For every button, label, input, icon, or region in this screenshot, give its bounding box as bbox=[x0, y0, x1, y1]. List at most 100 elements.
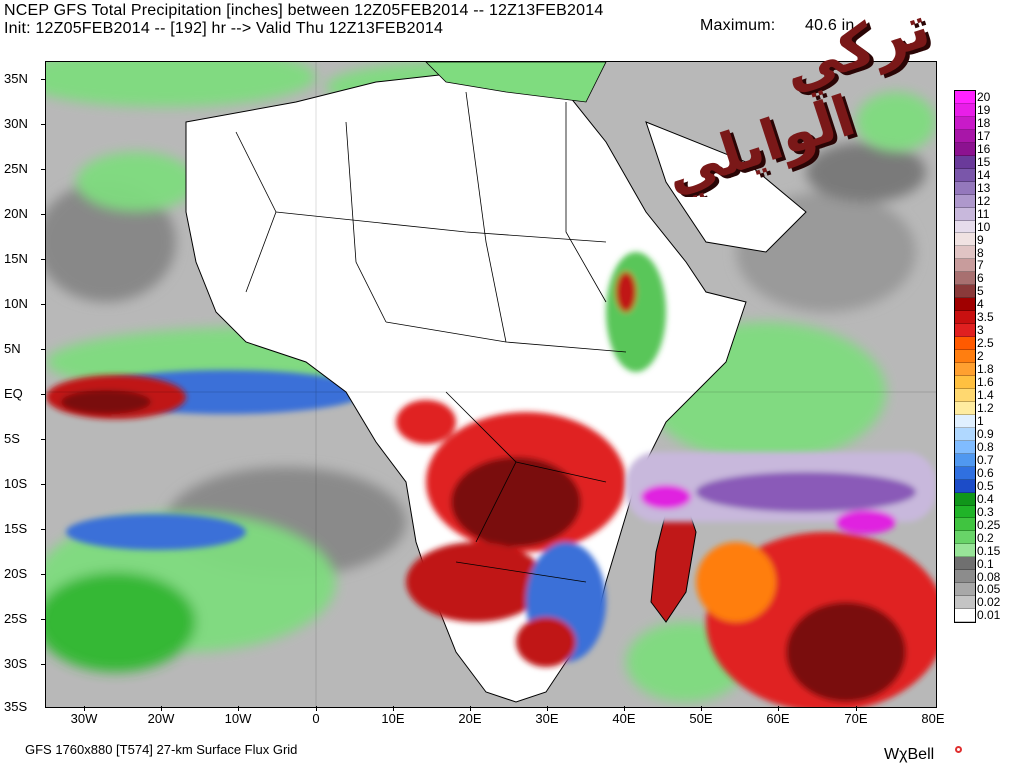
legend-label: 0.2 bbox=[977, 530, 994, 545]
legend-swatch bbox=[955, 103, 975, 117]
legend-label: 18 bbox=[977, 115, 991, 130]
lon-tick bbox=[547, 706, 548, 711]
arabic-name-watermark: تركي تركي الوايلي الوايلي bbox=[660, 2, 942, 197]
legend-label: 0.4 bbox=[977, 491, 994, 506]
legend-label: 0.5 bbox=[977, 478, 994, 493]
legend-swatch bbox=[955, 557, 975, 571]
legend-label: 2.5 bbox=[977, 336, 994, 351]
lat-tick bbox=[41, 79, 46, 80]
precipitation-map bbox=[45, 61, 937, 708]
legend-swatch bbox=[955, 544, 975, 558]
legend-swatch bbox=[955, 311, 975, 325]
lon-tick bbox=[84, 706, 85, 711]
lat-label-5n: 5N bbox=[4, 341, 21, 356]
lon-label-40e: 40E bbox=[612, 711, 636, 726]
legend-label: 16 bbox=[977, 141, 991, 156]
legend-swatch bbox=[955, 350, 975, 364]
legend-swatch bbox=[955, 324, 975, 338]
legend-swatch bbox=[955, 505, 975, 519]
legend-swatch bbox=[955, 337, 975, 351]
legend-swatch bbox=[955, 155, 975, 169]
legend-swatch bbox=[955, 168, 975, 182]
lon-label-80e: 80E bbox=[921, 711, 945, 726]
legend-label: 0.05 bbox=[977, 582, 1001, 597]
legend-swatch bbox=[955, 609, 975, 623]
lat-tick bbox=[41, 169, 46, 170]
legend-label: 1 bbox=[977, 414, 984, 428]
legend-swatch bbox=[955, 246, 975, 260]
legend-label: 0.01 bbox=[977, 608, 1001, 623]
legend-swatch bbox=[955, 531, 975, 545]
legend-swatch bbox=[955, 453, 975, 467]
lat-label-15n: 15N bbox=[4, 251, 28, 266]
lon-label-10e: 10E bbox=[381, 711, 405, 726]
legend-swatch bbox=[955, 518, 975, 532]
legend-swatch bbox=[955, 401, 975, 415]
legend-label: 3.5 bbox=[977, 310, 994, 325]
legend-label: 0.3 bbox=[977, 504, 994, 519]
lat-label-25s: 25S bbox=[4, 611, 28, 626]
legend-swatch bbox=[955, 570, 975, 584]
legend-label: 9 bbox=[977, 232, 984, 247]
lat-label-5s: 5S bbox=[4, 431, 20, 446]
init-valid-line: Init: 12Z05FEB2014 -- [192] hr --> Valid… bbox=[4, 20, 444, 37]
lon-label-60e: 60E bbox=[766, 711, 790, 726]
legend-label: 3 bbox=[977, 323, 984, 338]
legend-label: 6 bbox=[977, 271, 984, 286]
legend-swatch bbox=[955, 466, 975, 480]
legend-label: 2 bbox=[977, 349, 984, 364]
legend-label: 0.6 bbox=[977, 465, 994, 480]
lon-tick bbox=[470, 706, 471, 711]
lon-tick bbox=[701, 706, 702, 711]
legend-label: 10 bbox=[977, 219, 991, 234]
lat-label-20s: 20S bbox=[4, 566, 28, 581]
legend-label: 14 bbox=[977, 167, 991, 182]
legend-swatch bbox=[955, 116, 975, 130]
legend-label: 19 bbox=[977, 102, 991, 117]
precipitation-legend bbox=[954, 90, 976, 624]
lat-label-35s: 35S bbox=[4, 699, 28, 714]
lon-label-50e: 50E bbox=[689, 711, 713, 726]
legend-label: 4 bbox=[977, 297, 984, 312]
model-info: GFS 1760x880 [T574] 27-km Surface Flux G… bbox=[25, 742, 298, 757]
lat-tick bbox=[41, 529, 46, 530]
legend-swatch bbox=[955, 440, 975, 454]
lon-tick bbox=[238, 706, 239, 711]
legend-label: 0.9 bbox=[977, 426, 994, 441]
legend-swatch bbox=[955, 427, 975, 441]
lon-tick bbox=[778, 706, 779, 711]
lon-label-30w: 30W bbox=[70, 711, 98, 726]
lat-tick bbox=[41, 349, 46, 350]
legend-label: 1.2 bbox=[977, 401, 994, 416]
lat-tick bbox=[41, 214, 46, 215]
lat-label-10n: 10N bbox=[4, 296, 28, 311]
legend-label: 0.7 bbox=[977, 452, 994, 467]
lon-label-20e: 20E bbox=[458, 711, 482, 726]
legend-swatch bbox=[955, 220, 975, 234]
lat-tick bbox=[41, 619, 46, 620]
lat-tick bbox=[41, 439, 46, 440]
lon-tick bbox=[316, 706, 317, 711]
legend-label: 20 bbox=[977, 90, 991, 104]
legend-label: 0.8 bbox=[977, 439, 994, 454]
lon-label-30e: 30E bbox=[535, 711, 559, 726]
maximum-value: 40.6 in. bbox=[805, 17, 860, 34]
lat-tick bbox=[41, 124, 46, 125]
map-title: NCEP GFS Total Precipitation [inches] be… bbox=[4, 2, 604, 19]
lat-tick bbox=[41, 259, 46, 260]
lat-label-20n: 20N bbox=[4, 206, 28, 221]
legend-label: 17 bbox=[977, 128, 991, 143]
lat-label-30s: 30S bbox=[4, 656, 28, 671]
legend-swatch bbox=[955, 194, 975, 208]
lon-label-0: 0 bbox=[312, 711, 320, 726]
lon-label-70e: 70E bbox=[844, 711, 868, 726]
legend-label: 0.08 bbox=[977, 569, 1001, 584]
legend-label: 11 bbox=[977, 206, 990, 221]
maximum-label: Maximum: bbox=[700, 17, 776, 34]
wxbell-logo-dot-icon bbox=[955, 746, 962, 753]
legend-swatch bbox=[955, 142, 975, 156]
legend-swatch bbox=[955, 129, 975, 143]
lat-tick bbox=[41, 574, 46, 575]
legend-label: 12 bbox=[977, 193, 991, 208]
legend-label: 7 bbox=[977, 258, 984, 273]
